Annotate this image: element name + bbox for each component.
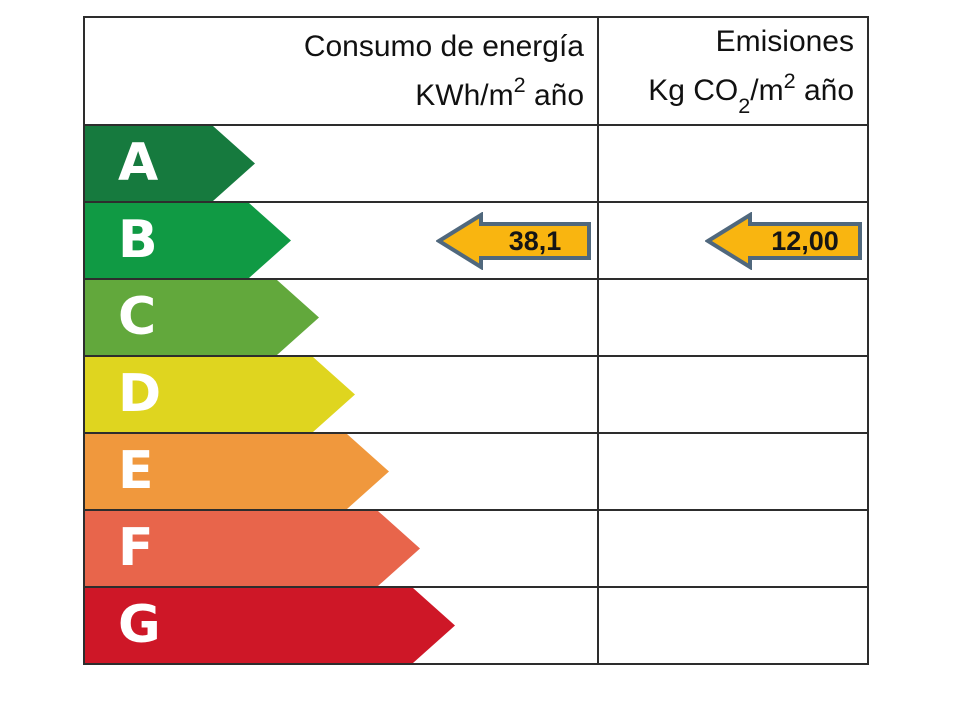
unit-text: año [795,74,854,107]
rating-b-arrow-icon [85,203,291,278]
left-arrow-icon [705,211,862,270]
rating-cell-consumption-b: B 38,1 [85,203,597,278]
rating-b-letter: B [118,209,158,270]
rating-cell-consumption-a: A [85,126,597,201]
rating-row-g: G [85,588,867,663]
rating-f-arrow-icon [85,511,420,586]
rating-cell-consumption-g: G [85,588,597,663]
header-emissions-title: Emisiones [715,25,854,58]
rating-c-arrow-icon [85,280,319,355]
emissions-value: 12,00 [771,226,839,256]
rating-row-d: D [85,357,867,434]
unit-superscript: 2 [513,72,526,98]
rating-a-letter: A [118,132,159,193]
header-consumption-cell: Consumo de energía KWh/m2 año [85,18,597,124]
rating-cell-emissions-a [597,126,867,201]
rating-a-arrow-icon [85,126,255,201]
emissions-value-arrow: 12,00 [705,211,862,270]
rating-row-a: A [85,126,867,203]
header-emissions-unit: Kg CO2/m2 año [648,62,854,120]
rating-g-arrow-icon [85,588,455,663]
rating-cell-consumption-f: F [85,511,597,586]
consumption-value: 38,1 [509,226,562,256]
rating-g-letter: G [118,594,161,655]
rating-d-arrow-icon [85,357,355,432]
rating-cell-emissions-d [597,357,867,432]
rating-cell-emissions-c [597,280,867,355]
rating-cell-consumption-c: C [85,280,597,355]
rating-row-c: C [85,280,867,357]
rating-row-f: F [85,511,867,588]
unit-superscript: 2 [783,67,796,93]
energy-rating-table: Consumo de energía KWh/m2 año Emisiones … [83,16,869,665]
rating-f-letter: F [118,517,154,578]
rating-cell-consumption-e: E [85,434,597,509]
unit-text: KWh/m [415,78,514,112]
unit-text: año [525,78,584,112]
rating-cell-emissions-f [597,511,867,586]
rating-e-letter: E [118,440,154,501]
consumption-value-arrow: 38,1 [436,211,591,270]
rating-cell-consumption-d: D [85,357,597,432]
rating-row-e: E [85,434,867,511]
left-arrow-icon [436,211,591,270]
rating-cell-emissions-e [597,434,867,509]
rating-cell-emissions-b: 12,00 [597,203,867,278]
rating-e-arrow-icon [85,434,389,509]
rating-row-b: B 38,1 12,00 [85,203,867,280]
rating-d-letter: D [118,363,162,424]
header-emissions-cell: Emisiones Kg CO2/m2 año [597,18,867,124]
header-consumption-title: Consumo de energía [303,29,584,63]
table-header-row: Consumo de energía KWh/m2 año Emisiones … [85,18,867,126]
unit-subscript: 2 [738,93,751,119]
rating-c-letter: C [118,286,157,347]
unit-text: /m [750,74,784,107]
header-consumption-unit: KWh/m2 año [415,67,584,116]
unit-text: Kg CO [648,74,739,107]
rating-cell-emissions-g [597,588,867,663]
